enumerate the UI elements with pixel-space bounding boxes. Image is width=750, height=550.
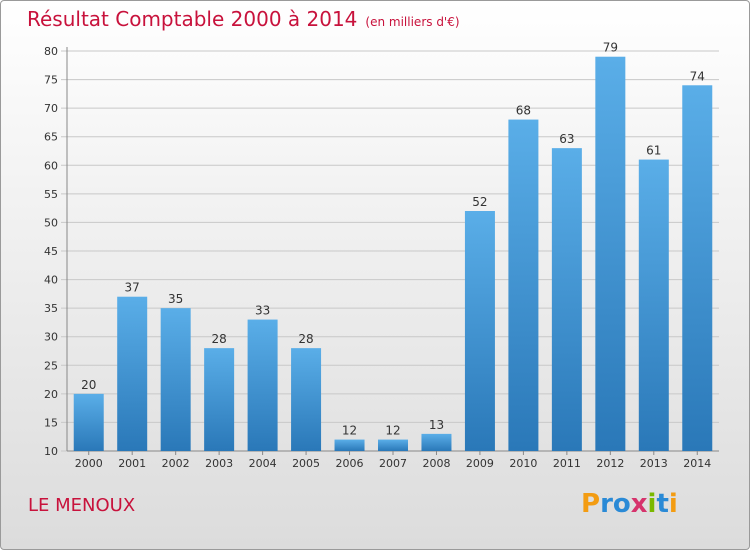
- data-label: 74: [690, 69, 705, 83]
- y-tick-label: 55: [44, 188, 58, 201]
- bar: [204, 348, 235, 451]
- x-tick-label: 2005: [292, 457, 320, 470]
- y-tick-label: 30: [44, 331, 58, 344]
- x-tick-label: 2010: [509, 457, 537, 470]
- y-tick-label: 60: [44, 159, 58, 172]
- data-label: 68: [516, 104, 531, 118]
- bar: [247, 319, 278, 451]
- x-tick-label: 2011: [553, 457, 581, 470]
- y-tick-label: 50: [44, 216, 58, 229]
- bar: [595, 56, 626, 451]
- y-tick-label: 70: [44, 102, 58, 115]
- data-label: 79: [603, 41, 618, 55]
- data-label: 37: [125, 281, 140, 295]
- logo-letter: i: [647, 489, 657, 519]
- bar: [160, 308, 191, 451]
- commune-name: LE MENOUX: [28, 495, 136, 516]
- x-tick-label: 2009: [466, 457, 494, 470]
- x-tick-label: 2003: [205, 457, 233, 470]
- data-label: 28: [298, 332, 313, 346]
- data-label: 52: [472, 195, 487, 209]
- data-label: 63: [559, 132, 574, 146]
- logo-letter: r: [600, 489, 613, 519]
- title-unit: (en milliers d'€): [365, 15, 460, 29]
- data-label: 35: [168, 292, 183, 306]
- x-tick-label: 2006: [336, 457, 364, 470]
- y-tick-label: 35: [44, 302, 58, 315]
- data-label: 13: [429, 418, 444, 432]
- x-tick-label: 2000: [75, 457, 103, 470]
- bar: [638, 159, 669, 452]
- x-tick-label: 2007: [379, 457, 407, 470]
- y-tick-label: 15: [44, 416, 58, 429]
- y-tick-label: 75: [44, 74, 58, 87]
- chart-title: Résultat Comptable 2000 à 2014 (en millie…: [27, 7, 460, 31]
- y-tick-label: 80: [44, 45, 58, 58]
- logo-letter: i: [668, 489, 678, 519]
- x-tick-label: 2014: [683, 457, 711, 470]
- x-tick-label: 2013: [640, 457, 668, 470]
- logo-letter: x: [630, 489, 648, 519]
- y-tick-label: 40: [44, 274, 58, 287]
- data-label: 20: [81, 378, 96, 392]
- data-label: 33: [255, 304, 270, 318]
- x-tick-label: 2008: [422, 457, 450, 470]
- y-tick-label: 20: [44, 388, 58, 401]
- bar: [508, 119, 539, 452]
- y-tick-label: 10: [44, 445, 58, 458]
- x-tick-label: 2012: [596, 457, 624, 470]
- bar: [378, 439, 408, 451]
- bar: [682, 85, 713, 452]
- bar: [334, 439, 365, 451]
- bar: [464, 211, 495, 451]
- data-label: 28: [211, 332, 226, 346]
- y-tick-label: 25: [44, 359, 58, 372]
- y-tick-label: 45: [44, 245, 58, 258]
- bar: [551, 148, 582, 451]
- data-label: 61: [646, 144, 661, 158]
- x-tick-label: 2002: [162, 457, 190, 470]
- title-text: Résultat Comptable 2000 à 2014: [27, 7, 358, 31]
- bar: [291, 348, 322, 451]
- proxiti-logo: Proxiti: [581, 489, 678, 519]
- logo-letter: o: [612, 489, 631, 519]
- x-tick-label: 2001: [118, 457, 146, 470]
- data-label: 12: [385, 424, 400, 438]
- y-tick-label: 65: [44, 131, 58, 144]
- logo-letter: P: [581, 489, 601, 519]
- x-tick-label: 2004: [249, 457, 277, 470]
- bar: [421, 433, 452, 451]
- bar: [73, 393, 104, 451]
- data-label: 12: [342, 424, 357, 438]
- bar: [117, 296, 148, 451]
- logo-letter: t: [656, 489, 669, 519]
